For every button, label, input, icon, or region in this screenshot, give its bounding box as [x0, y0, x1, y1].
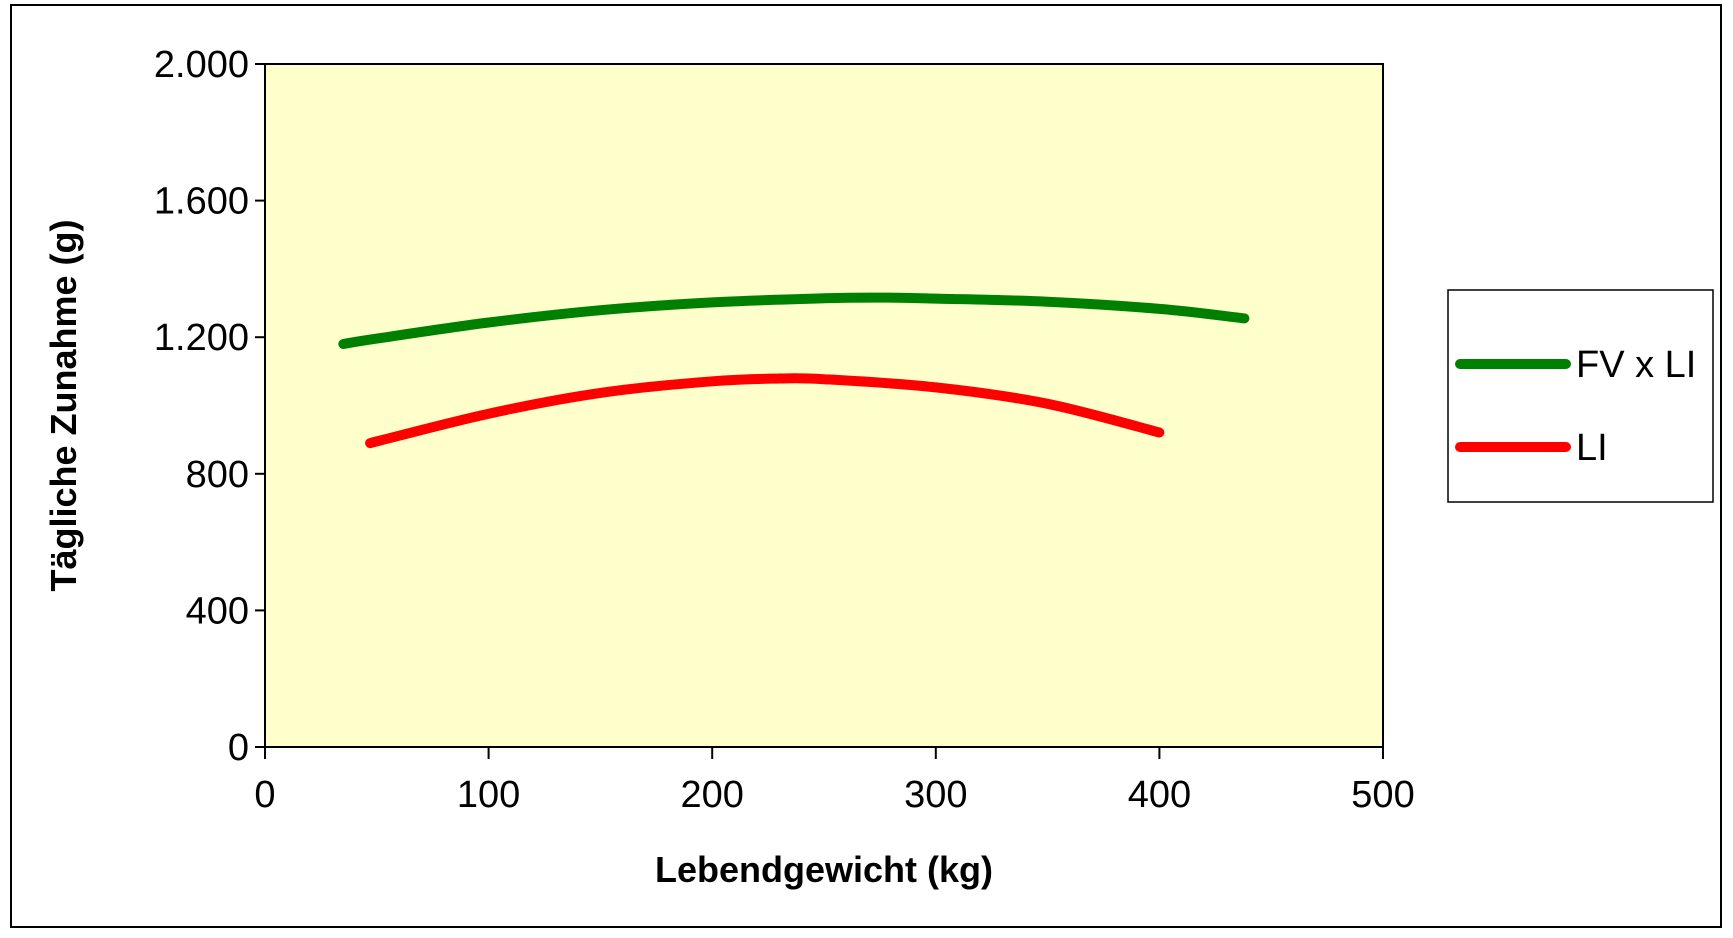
x-axis-title: Lebendgewicht (kg)	[655, 849, 993, 890]
legend-label-fv-x-li: FV x LI	[1576, 344, 1696, 386]
x-tick-label: 100	[457, 774, 520, 816]
x-tick-label: 400	[1128, 774, 1191, 816]
legend-box	[1447, 289, 1714, 503]
y-tick-label: 1.600	[154, 181, 249, 223]
series-line-fv-x-li	[338, 292, 1250, 349]
series-layer	[338, 292, 1250, 449]
plot-area	[264, 63, 1384, 748]
legend: FV x LI LI	[1447, 289, 1714, 503]
y-axis-title: Tägliche Zunahme (g)	[43, 219, 84, 591]
x-tick-label: 300	[904, 774, 967, 816]
series-line-li	[365, 373, 1165, 449]
legend-label-li: LI	[1576, 427, 1608, 469]
y-tick-label: 0	[228, 727, 249, 769]
y-tick-label: 800	[186, 454, 249, 496]
x-axis: 0 100 200 300 400 500	[254, 746, 1415, 816]
y-tick-label: 400	[186, 590, 249, 632]
x-tick-label: 0	[254, 774, 275, 816]
x-tick-label: 500	[1351, 774, 1414, 816]
x-tick-label: 200	[680, 774, 743, 816]
y-axis: 0 400 800 1.200 1.600 2.000	[154, 44, 266, 769]
y-tick-label: 2.000	[154, 44, 249, 86]
y-tick-label: 1.200	[154, 317, 249, 359]
